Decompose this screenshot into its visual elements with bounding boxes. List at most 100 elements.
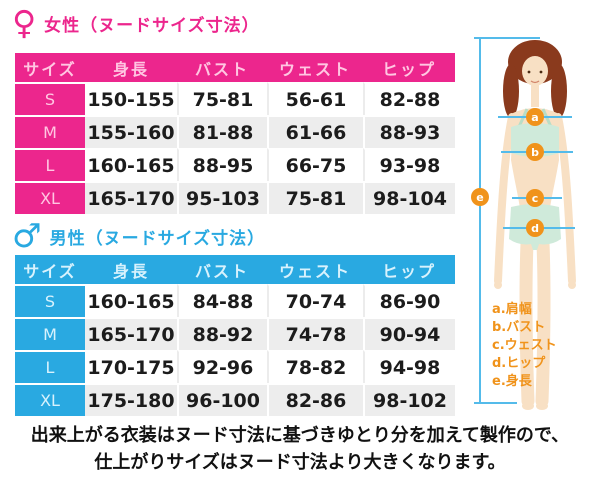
waist-cell: 70-74 (267, 284, 363, 317)
bust-cell: 95-103 (177, 181, 267, 214)
waist-cell: 78-82 (267, 350, 363, 383)
height-cell: 160-165 (85, 148, 177, 181)
marker-d-label: d (531, 222, 539, 235)
size-cell: M (15, 115, 85, 148)
column-header-bust: バスト (177, 53, 267, 82)
column-header-size: サイズ (15, 255, 85, 284)
footer-note-line2: 仕上がりサイズはヌード寸法より大きくなります。 (94, 452, 506, 473)
left-eye (527, 70, 531, 74)
left-arm (494, 113, 516, 285)
column-header-waist: ウェスト (267, 53, 363, 82)
waist-cell: 61-66 (267, 115, 363, 148)
bust-cell: 75-81 (177, 82, 267, 115)
height-cell: 150-155 (85, 82, 177, 115)
table-row: L 160-165 88-95 66-75 93-98 (15, 148, 455, 181)
column-header-hip: ヒップ (363, 53, 455, 82)
hip-cell: 98-104 (363, 181, 455, 214)
waist-cell: 75-81 (267, 181, 363, 214)
size-cell: L (15, 350, 85, 383)
bust-cell: 92-96 (177, 350, 267, 383)
left-foot (522, 402, 534, 410)
size-cell: M (15, 317, 85, 350)
table-row: L 170-175 92-96 78-82 94-98 (15, 350, 455, 383)
bust-cell: 88-95 (177, 148, 267, 181)
marker-a-badge (526, 108, 544, 126)
hair-strand-left (503, 64, 519, 118)
women-header-row: サイズ 身長 バスト ウェスト ヒップ (15, 53, 455, 82)
measurement-legend: a.肩幅 b.バスト c.ウェスト d.ヒップ e.身長 (492, 301, 557, 391)
waist-cell: 66-75 (267, 148, 363, 181)
legend-item-bust: b.バスト (492, 320, 546, 335)
marker-b-badge (526, 143, 544, 161)
marker-e-label: e (476, 191, 483, 204)
marker-d-badge (526, 219, 544, 237)
legend-item-height: e.身長 (492, 374, 532, 389)
height-cell: 165-170 (85, 317, 177, 350)
men-header-row: サイズ 身長 バスト ウェスト ヒップ (15, 255, 455, 284)
marker-b-label: b (531, 146, 539, 159)
table-row: S 150-155 75-81 56-61 82-88 (15, 82, 455, 115)
hip-cell: 94-98 (363, 350, 455, 383)
height-cell: 160-165 (85, 284, 177, 317)
waist-cell: 56-61 (267, 82, 363, 115)
men-size-table: サイズ 身長 バスト ウェスト ヒップ S 160-165 84-88 70-7… (15, 255, 455, 416)
legend-item-shoulder: a.肩幅 (492, 302, 532, 317)
height-cell: 165-170 (85, 181, 177, 214)
women-section-title: ♀ 女性（ヌードサイズ寸法） (12, 6, 260, 39)
column-header-bust: バスト (177, 255, 267, 284)
marker-a-label: a (531, 111, 538, 124)
women-title-text: 女性（ヌードサイズ寸法） (44, 16, 260, 36)
neck (531, 79, 539, 107)
hip-cell: 88-93 (363, 115, 455, 148)
right-eye (539, 70, 543, 74)
left-leg (519, 236, 535, 408)
table-row: M 165-170 88-92 74-78 90-94 (15, 317, 455, 350)
female-icon: ♀ (12, 3, 37, 42)
table-row: XL 165-170 95-103 75-81 98-104 (15, 181, 455, 214)
size-cell: S (15, 82, 85, 115)
male-icon: ♂ (12, 216, 42, 255)
face (522, 56, 548, 86)
right-leg (535, 236, 551, 408)
hip-cell: 82-88 (363, 82, 455, 115)
waist-cell: 82-86 (267, 383, 363, 416)
bust-cell: 81-88 (177, 115, 267, 148)
left-hand (494, 281, 502, 289)
marker-c-label: c (532, 192, 539, 205)
table-row: S 160-165 84-88 70-74 86-90 (15, 284, 455, 317)
marker-e-badge (471, 188, 489, 206)
hip-cell: 90-94 (363, 317, 455, 350)
footer-note: 出来上がる衣装はヌード寸法に基づきゆとり分を加えて製作ので、 仕上がりサイズはヌ… (0, 422, 600, 476)
hip-cell: 86-90 (363, 284, 455, 317)
table-row: XL 175-180 96-100 82-86 98-102 (15, 383, 455, 416)
midriff (511, 160, 559, 208)
figure-illustration: a b c d e (471, 37, 576, 410)
bust-cell: 96-100 (177, 383, 267, 416)
right-arm (554, 113, 576, 285)
hip-cell: 93-98 (363, 148, 455, 181)
bust-cell: 88-92 (177, 317, 267, 350)
bra-top (511, 123, 559, 157)
measurement-figure-panel: a b c d e a.肩幅 b.バスト c.ウェスト d.ヒップ e.身長 (465, 15, 600, 420)
column-header-hip: ヒップ (363, 255, 455, 284)
size-cell: XL (15, 383, 85, 416)
column-header-waist: ウェスト (267, 255, 363, 284)
height-cell: 170-175 (85, 350, 177, 383)
legend-item-hip: d.ヒップ (492, 356, 546, 371)
hip-cell: 98-102 (363, 383, 455, 416)
men-section-title: ♂ 男性（ヌードサイズ寸法） (12, 219, 265, 252)
right-foot (536, 402, 548, 410)
height-cell: 155-160 (85, 115, 177, 148)
column-header-height: 身長 (85, 255, 177, 284)
mouth (530, 80, 540, 84)
size-cell: L (15, 148, 85, 181)
bust-cell: 84-88 (177, 284, 267, 317)
men-title-text: 男性（ヌードサイズ寸法） (49, 229, 266, 249)
height-cell: 175-180 (85, 383, 177, 416)
column-header-height: 身長 (85, 53, 177, 82)
table-row: M 155-160 81-88 61-66 88-93 (15, 115, 455, 148)
hair-fringe (521, 43, 549, 65)
column-header-size: サイズ (15, 53, 85, 82)
women-size-table: サイズ 身長 バスト ウェスト ヒップ S 150-155 75-81 56-6… (15, 53, 455, 214)
